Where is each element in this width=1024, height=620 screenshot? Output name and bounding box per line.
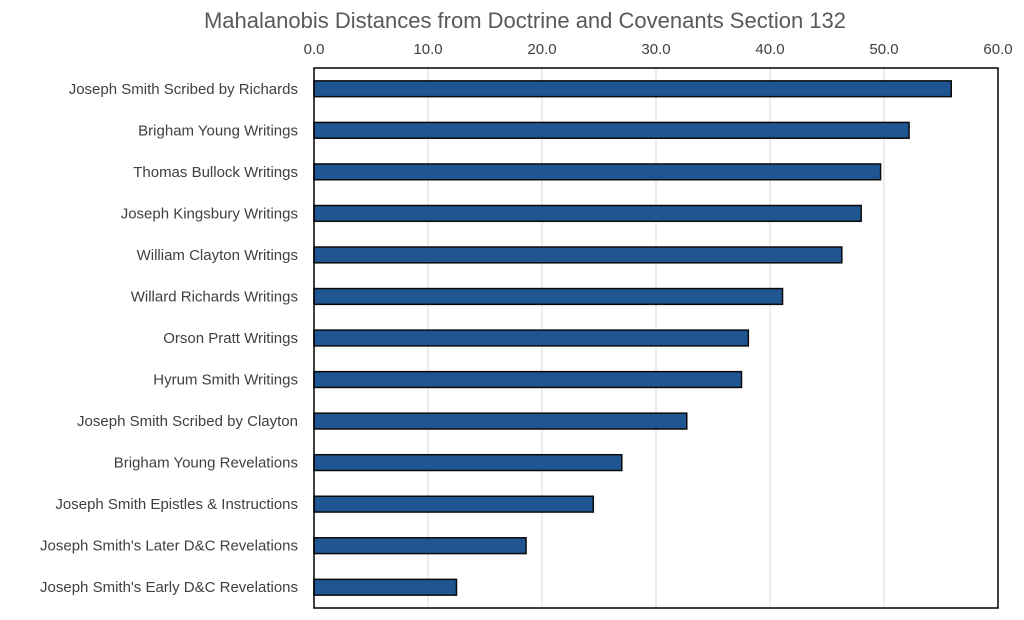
category-label: Hyrum Smith Writings [153,372,298,389]
x-tick-label: 0.0 [304,41,325,58]
bar [313,287,784,306]
bars [313,80,953,596]
x-tick-label: 30.0 [641,41,670,58]
category-labels: Joseph Smith Scribed by Richards Brigham … [40,81,298,596]
category-label: Joseph Smith's Early D&C Revelations [40,579,298,596]
bar [313,370,743,389]
x-tick-label: 20.0 [527,41,556,58]
category-label: Brigham Young Revelations [114,455,298,472]
bar [313,80,953,98]
chart-title: Mahalanobis Distances from Doctrine and … [204,8,846,33]
x-tick-label: 50.0 [869,41,898,58]
category-label: William Clayton Writings [137,247,298,264]
x-tick-label: 40.0 [755,41,784,58]
bar [313,329,750,347]
bar [313,204,862,223]
category-label: Orson Pratt Writings [163,330,298,347]
category-label: Joseph Kingsbury Writings [121,205,298,222]
category-label: Thomas Bullock Writings [133,164,298,181]
category-label: Brigham Young Writings [138,122,298,139]
bar [313,495,595,513]
category-label: Joseph Smith Epistles & Instructions [55,496,298,513]
plot-frame [313,67,999,609]
bar [313,246,843,264]
x-tick-label: 60.0 [983,41,1012,58]
category-label: Joseph Smith Scribed by Clayton [77,413,298,430]
category-label: Willard Richards Writings [131,288,298,305]
x-tick-label: 10.0 [413,41,442,58]
bar [313,453,623,472]
bar [313,578,458,596]
bar [313,121,910,139]
bar [313,412,688,430]
x-axis-ticks: 0.0 10.0 20.0 30.0 40.0 50.0 60.0 [304,41,1013,58]
category-label: Joseph Smith Scribed by Richards [69,81,298,98]
category-label: Joseph Smith's Later D&C Revelations [40,538,298,555]
bar [313,163,882,181]
bar [313,537,527,555]
